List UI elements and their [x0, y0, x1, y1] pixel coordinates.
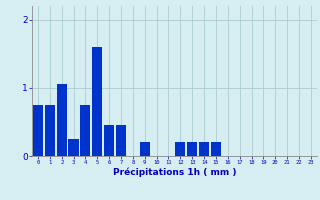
Bar — [104, 125, 114, 156]
Bar — [116, 125, 126, 156]
Bar — [45, 105, 55, 156]
Bar — [80, 105, 91, 156]
Bar — [175, 142, 185, 156]
X-axis label: Précipitations 1h ( mm ): Précipitations 1h ( mm ) — [113, 168, 236, 177]
Bar — [92, 47, 102, 156]
Bar — [199, 142, 209, 156]
Bar — [187, 142, 197, 156]
Bar — [33, 105, 43, 156]
Bar — [57, 84, 67, 156]
Bar — [211, 142, 221, 156]
Bar — [68, 139, 79, 156]
Bar — [140, 142, 150, 156]
